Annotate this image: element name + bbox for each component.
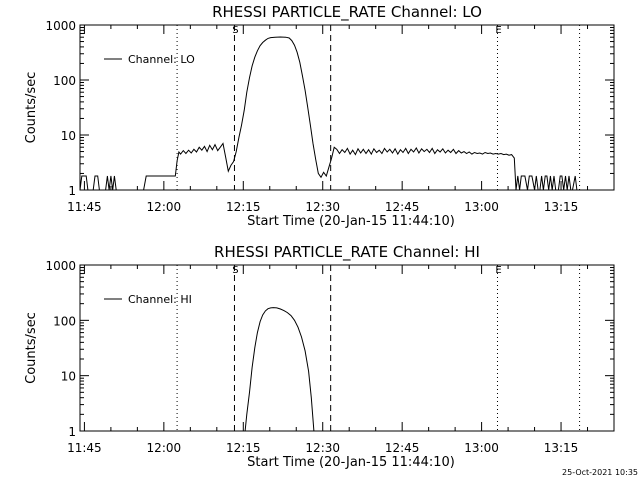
y-tick-label: 1000 bbox=[45, 259, 76, 273]
legend-label: Channel: HI bbox=[128, 293, 192, 306]
y-axis-label: Counts/sec bbox=[24, 72, 39, 144]
x-tick-label: 11:45 bbox=[67, 200, 102, 214]
x-tick-label: 13:00 bbox=[464, 200, 499, 214]
time-marker-label: E bbox=[495, 25, 501, 36]
y-tick-label: 1 bbox=[68, 425, 76, 439]
y-tick-label: 10 bbox=[61, 129, 76, 143]
x-tick-label: 13:15 bbox=[544, 200, 579, 214]
x-tick-label: 11:45 bbox=[67, 441, 102, 455]
x-tick-label: 12:45 bbox=[385, 200, 420, 214]
x-axis-label: Start Time (20-Jan-15 11:44:10) bbox=[247, 214, 455, 229]
plot-frame bbox=[79, 264, 615, 432]
series-line bbox=[244, 307, 315, 432]
x-tick-label: 12:00 bbox=[147, 441, 182, 455]
x-axis-label: Start Time (20-Jan-15 11:44:10) bbox=[247, 455, 455, 470]
x-tick-label: 12:45 bbox=[385, 441, 420, 455]
time-marker-label: S bbox=[232, 25, 238, 36]
legend-label: Channel: LO bbox=[128, 53, 195, 66]
y-tick-label: 1000 bbox=[45, 19, 76, 33]
x-tick-label: 13:00 bbox=[464, 441, 499, 455]
x-tick-label: 12:15 bbox=[226, 200, 261, 214]
y-tick-label: 1 bbox=[68, 184, 76, 198]
y-tick-label: 10 bbox=[61, 370, 76, 384]
time-marker-label: S bbox=[232, 265, 238, 276]
time-marker-label: E bbox=[495, 265, 501, 276]
y-tick-label: 100 bbox=[53, 314, 76, 328]
x-tick-label: 12:00 bbox=[147, 200, 182, 214]
chart-title: RHESSI PARTICLE_RATE Channel: HI bbox=[214, 243, 480, 262]
series-line bbox=[79, 36, 579, 191]
y-axis-label: Counts/sec bbox=[24, 312, 39, 384]
x-tick-label: 12:30 bbox=[305, 441, 340, 455]
plot-frame bbox=[79, 24, 615, 191]
y-tick-label: 100 bbox=[53, 74, 76, 88]
x-tick-label: 12:30 bbox=[305, 200, 340, 214]
chart-title: RHESSI PARTICLE_RATE Channel: LO bbox=[212, 3, 482, 22]
x-tick-label: 12:15 bbox=[226, 441, 261, 455]
timestamp: 25-Oct-2021 10:35 bbox=[562, 468, 638, 477]
x-tick-label: 13:15 bbox=[544, 441, 579, 455]
